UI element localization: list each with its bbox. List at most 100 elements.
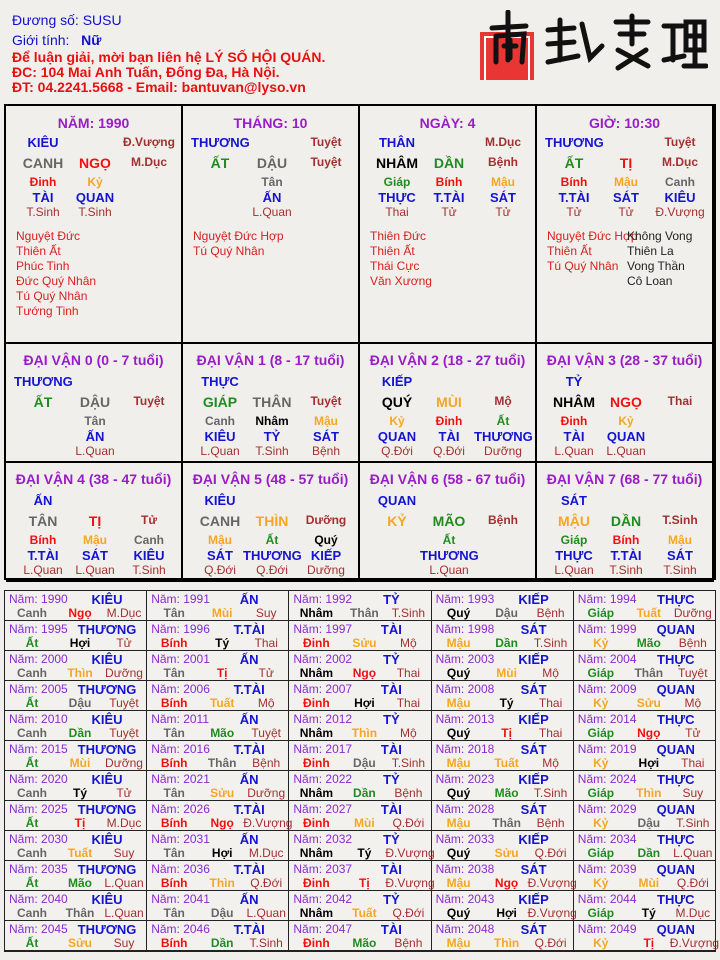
year-god: THƯƠNG	[77, 922, 137, 937]
year-cell: Năm: 2035 THƯƠNG Ất Mão L.Quan	[5, 861, 148, 891]
year-cell: Năm: 2020 KIÊU Canh Tý Tử	[5, 771, 148, 801]
year-god: THỰC	[657, 712, 695, 727]
hidden-god: SÁT	[667, 548, 693, 563]
earthly-branch: THÂN	[252, 394, 292, 410]
earthly-branch: DẦN	[433, 155, 465, 171]
year-cell: Năm: 2027 TÀI Đinh Mùi Q.Đới	[289, 801, 432, 831]
year-number: 1998	[467, 622, 495, 636]
hidden-stem: Ất	[442, 533, 456, 547]
luck-pillar-cell: ĐẠI VẬN 5 (48 - 57 tuổi) KIÊU CANH THÌN Dưỡn…	[183, 463, 360, 582]
hidden-stage: L.Quan	[252, 205, 292, 219]
year-branch: Sửu	[494, 846, 519, 860]
year-number: 2033	[467, 832, 495, 846]
star-item: Thái Cực	[370, 259, 420, 273]
year-number: 1999	[609, 622, 637, 636]
hidden-stage: Thai	[385, 205, 409, 219]
year-prefix: Năm:	[9, 832, 38, 846]
year-number: 2006	[183, 682, 210, 696]
year-stem: Quý	[446, 846, 471, 860]
year-prefix: Năm:	[151, 772, 180, 786]
year-branch: Thìn	[351, 726, 378, 740]
year-branch: Thân	[350, 606, 379, 620]
year-branch: Tý	[72, 786, 87, 800]
year-cell: Năm: 2030 KIÊU Canh Tuất Suy	[5, 831, 148, 861]
hidden-stem: Bính	[612, 533, 640, 547]
gender-value: Nữ	[81, 32, 102, 48]
year-branch: Ngọ	[352, 666, 377, 680]
year-prefix: Năm:	[151, 862, 180, 876]
year-branch: Sửu	[67, 936, 93, 950]
year-number: 2014	[609, 712, 637, 726]
year-cell: Năm: 2011 ẤN Tân Mão Tuyệt	[147, 711, 290, 741]
year-god: TÀI	[380, 682, 402, 697]
hidden-stage: L.Quan	[23, 563, 63, 577]
year-stem: Tân	[163, 606, 185, 620]
luck-pillar-title: ĐẠI VẬN 4 (38 - 47 tuổi)	[15, 471, 172, 487]
year-number: 2026	[183, 802, 210, 816]
year-cell: Năm: 2044 THỰC Giáp Tý M.Dục	[573, 891, 716, 921]
year-cell: Năm: 2032 TỶ Nhâm Tý Đ.Vượng	[289, 831, 435, 861]
year-stage: Đ.Vượng	[527, 876, 577, 890]
heavenly-stem: ẤT	[564, 155, 584, 171]
year-branch: Tị	[216, 666, 228, 680]
hidden-stem: Đinh	[435, 414, 463, 428]
year-god: THƯƠNG	[77, 682, 137, 697]
hidden-stage: Tử	[495, 205, 511, 219]
star-item: Đức Quý Nhân	[16, 274, 97, 288]
star-item-secondary: Cô Loan	[627, 274, 673, 288]
year-branch: Ngọ	[494, 876, 519, 890]
pillar-grid: NĂM: 1990 KIÊU Đ.Vượng CANH NGỌ M.Dục Đinh TÀI T…	[4, 104, 716, 582]
hidden-god: TÀI	[32, 190, 54, 205]
year-god: ẤN	[239, 892, 259, 907]
year-stage: Bệnh	[394, 936, 423, 950]
heavenly-stem: CANH	[199, 513, 241, 529]
year-prefix: Năm:	[9, 802, 38, 816]
year-stem: Mậu	[446, 816, 471, 830]
year-branch: Thìn	[209, 876, 235, 890]
god-stage: M.Dục	[485, 135, 521, 149]
hidden-stem: Tân	[261, 175, 283, 189]
year-number: 1993	[467, 592, 495, 606]
year-stem: Canh	[17, 786, 47, 800]
year-stage: Q.Đới	[534, 846, 567, 860]
year-prefix: Năm:	[151, 682, 180, 696]
hidden-stage: L.Quan	[75, 563, 115, 577]
profile-header: Đương số: SUSU Giới tính: Nữ Để luận giả…	[12, 10, 325, 95]
year-label: Năm: 2002	[293, 652, 352, 666]
year-branch: Dậu	[495, 606, 518, 620]
year-label: Năm: 1997	[293, 622, 352, 636]
ten-god: KIÊU	[204, 493, 236, 508]
year-stage: Bệnh	[394, 786, 423, 800]
luck-pillar-cell: ĐẠI VẬN 7 (68 - 77 tuổi) SÁT MẬU DẦN T.Sinh G…	[537, 463, 714, 582]
year-cell: Năm: 2006 T.TÀI Bính Tuất Mộ	[147, 681, 290, 711]
year-stem: Giáp	[587, 906, 615, 920]
year-stem: Đinh	[303, 756, 330, 770]
year-stem: Canh	[17, 726, 47, 740]
year-god: TÀI	[380, 802, 402, 817]
year-stem: Kỷ	[593, 636, 609, 650]
year-number: 1991	[183, 592, 210, 606]
earthly-branch: NGỌ	[79, 155, 111, 171]
year-label: Năm: 2047	[293, 922, 352, 936]
year-branch: Tuất	[494, 756, 519, 770]
year-cell: Năm: 2048 SÁT Mậu Thìn Q.Đới	[431, 921, 574, 951]
year-label: Năm: 1994	[578, 592, 637, 606]
year-stage: Dưỡng	[673, 606, 712, 620]
year-prefix: Năm:	[293, 742, 323, 756]
phone-email-line: ĐT: 04.2241.5668 - Email: bantuvan@lyso.…	[12, 79, 306, 95]
hidden-god: THƯƠNG	[243, 548, 302, 563]
year-cell: Năm: 2005 THƯƠNG Ất Dậu Tuyệt	[5, 681, 148, 711]
year-number: 2020	[41, 772, 68, 786]
hidden-stage: T.Sinh	[78, 205, 112, 219]
year-prefix: Năm:	[9, 592, 38, 606]
hidden-stage: Q.Đới	[256, 563, 288, 577]
year-label: Năm: 2032	[293, 832, 352, 846]
year-stage: Tuyệt	[251, 726, 281, 740]
year-stem: Bính	[160, 756, 188, 770]
year-god: T.TÀI	[233, 802, 265, 817]
star-item: Nguyệt Đức Hợp	[547, 229, 638, 243]
year-prefix: Năm:	[435, 742, 465, 756]
year-stem: Bính	[160, 636, 188, 650]
year-god: ẤN	[239, 772, 259, 787]
year-stem: Tân	[163, 666, 185, 680]
